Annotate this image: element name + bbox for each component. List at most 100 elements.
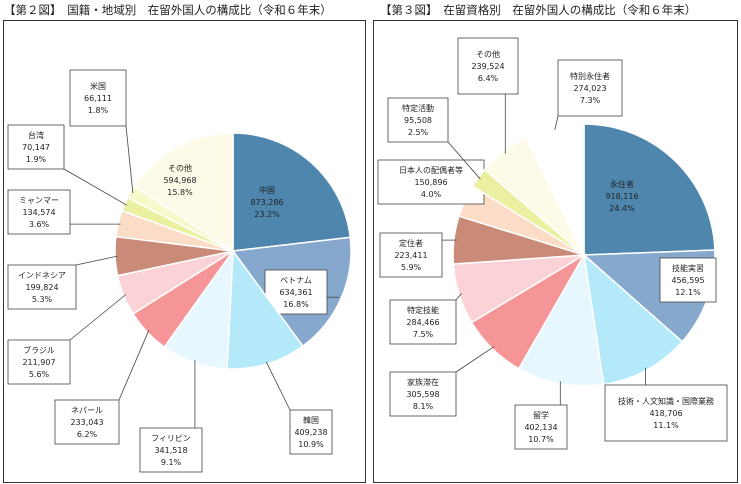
- data-label-name: 台湾: [28, 130, 44, 140]
- data-label-box: [7, 339, 71, 385]
- data-label-count: 199,824: [25, 283, 58, 292]
- data-label-name: 定住者: [399, 238, 423, 248]
- data-label-percent: 16.8%: [283, 300, 309, 309]
- leader-line: [69, 294, 127, 341]
- data-label-name: 技術・人文知識・国際業務: [618, 396, 714, 406]
- data-label-count: 409,238: [294, 428, 327, 437]
- data-label-percent: 1.9%: [26, 155, 47, 164]
- data-label-box: [387, 97, 449, 143]
- pie-slice: [583, 123, 716, 256]
- data-label-box: [264, 269, 328, 315]
- data-label-box: [604, 384, 728, 442]
- data-label-percent: 6.2%: [77, 430, 98, 439]
- data-label-name: 特定活動: [402, 103, 434, 113]
- leader-line: [125, 125, 134, 194]
- pie-slice: [524, 123, 585, 256]
- data-label-name: その他: [476, 49, 500, 59]
- data-label-count: 150,896: [414, 178, 447, 187]
- data-label-percent: 24.4%: [609, 204, 635, 213]
- data-label-percent: 10.9%: [298, 440, 324, 449]
- data-label-percent: 11.1%: [653, 421, 679, 430]
- data-label-name: ブラジル: [23, 345, 55, 355]
- leader-line: [265, 361, 291, 411]
- data-label-name: 家族滞在: [407, 377, 439, 387]
- data-label-count: 634,361: [279, 288, 312, 297]
- chart-3-panel: [373, 20, 738, 483]
- data-label-percent: 9.1%: [161, 458, 182, 467]
- leader-line: [118, 330, 150, 401]
- data-label-percent: 8.1%: [413, 402, 434, 411]
- pie-slice: [582, 253, 684, 386]
- data-label-name: ミャンマー: [19, 196, 59, 205]
- data-label-count: 456,595: [671, 276, 704, 285]
- data-label-percent: 1.8%: [88, 106, 109, 115]
- data-label-box: [7, 264, 77, 310]
- data-label-box: [379, 232, 443, 278]
- data-label-count: 239,524: [471, 62, 504, 71]
- data-label-name: 中国: [259, 185, 275, 195]
- data-label-percent: 6.4%: [478, 74, 499, 83]
- data-label-count: 402,134: [524, 423, 557, 432]
- data-label-percent: 5.3%: [32, 295, 53, 304]
- data-label-percent: 15.8%: [167, 188, 193, 197]
- data-label-count: 305,598: [406, 390, 439, 399]
- data-label-count: 918,116: [605, 192, 638, 201]
- data-label-box: [289, 409, 333, 455]
- data-label-count: 95,508: [404, 116, 432, 125]
- data-label-percent: 2.5%: [408, 128, 429, 137]
- data-label-box: [389, 299, 457, 345]
- data-label-name: ベトナム: [280, 276, 312, 285]
- data-label-name: 永住者: [610, 179, 634, 189]
- data-label-count: 274,023: [573, 84, 606, 93]
- data-label-percent: 7.3%: [580, 96, 601, 105]
- data-label-box: [69, 69, 127, 127]
- data-label-name: 特定技能: [407, 305, 439, 315]
- leader-line: [75, 255, 118, 266]
- chart-2-panel: [3, 20, 366, 483]
- data-label-count: 594,968: [163, 176, 196, 185]
- data-label-count: 134,574: [22, 208, 55, 217]
- data-label-box: [514, 404, 568, 450]
- data-label-name: 特別永住者: [570, 71, 610, 81]
- data-label-count: 418,706: [649, 409, 682, 418]
- data-label-count: 66,111: [84, 94, 112, 103]
- pie-slice: [517, 252, 605, 387]
- data-label-box: [54, 399, 120, 445]
- data-label-name: 技能実習: [672, 263, 704, 273]
- leader-line: [63, 168, 127, 206]
- leader-line: [455, 346, 495, 373]
- pie-slice: [232, 132, 352, 252]
- data-label-count: 211,907: [22, 358, 55, 367]
- data-label-count: 873,286: [250, 198, 283, 207]
- data-label-box: [377, 159, 485, 205]
- data-label-percent: 5.6%: [29, 370, 50, 379]
- data-label-percent: 3.6%: [29, 220, 50, 229]
- data-label-count: 70,147: [22, 143, 50, 152]
- data-label-percent: 12.1%: [675, 288, 701, 297]
- pie-slice: [133, 132, 234, 253]
- data-label-percent: 5.9%: [401, 263, 422, 272]
- leader-line: [447, 141, 481, 180]
- data-label-name: インドネシア: [18, 271, 66, 280]
- leader-line: [554, 115, 559, 131]
- data-label-name: 留学: [533, 410, 549, 420]
- data-label-name: その他: [168, 163, 192, 173]
- data-label-name: ネパール: [71, 406, 103, 415]
- data-label-percent: 10.7%: [528, 435, 554, 444]
- chart-3-title: 【第３図】 在留資格別 在留外国人の構成比（令和６年末）: [380, 3, 697, 17]
- data-label-percent: 4.0%: [421, 190, 442, 199]
- data-label-count: 284,466: [406, 318, 439, 327]
- data-label-percent: 23.2%: [254, 210, 280, 219]
- data-label-name: フィリピン: [151, 434, 191, 443]
- data-label-box: [139, 427, 203, 473]
- data-label-box: [389, 371, 457, 417]
- data-label-box: [7, 189, 71, 235]
- data-label-box: [659, 257, 717, 303]
- data-label-box: [457, 37, 519, 95]
- leader-line: [455, 293, 462, 301]
- data-label-box: [557, 59, 623, 117]
- data-label-count: 341,518: [154, 446, 187, 455]
- data-label-name: 米国: [90, 81, 106, 91]
- data-label-name: 韓国: [303, 415, 319, 425]
- data-label-box: [7, 124, 65, 170]
